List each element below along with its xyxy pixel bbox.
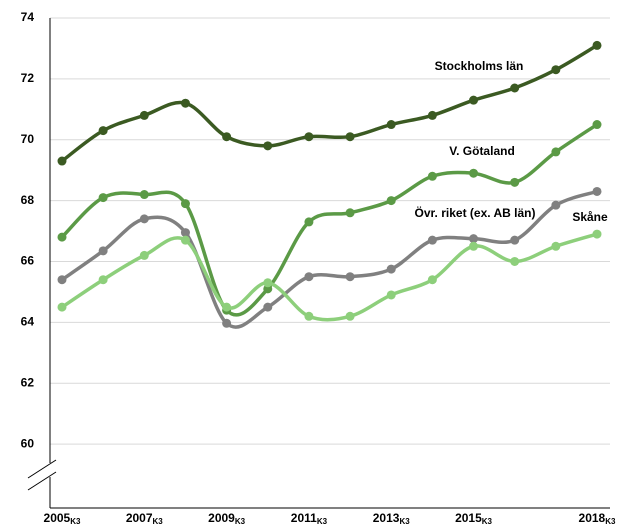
series-label: Stockholms län [435,59,524,73]
series-point [592,120,602,130]
x-tick-year: 2013 [373,511,400,525]
series-point [180,228,190,238]
series-point [139,190,149,200]
series-point [469,168,479,178]
series-point [263,302,273,312]
series-point [304,132,314,142]
series-point [592,229,602,239]
series-point [139,110,149,120]
y-tick-label: 66 [21,254,35,268]
series-point [222,132,232,142]
y-tick-label: 68 [21,193,35,207]
x-tick-subscript: K3 [153,517,164,526]
series-line [61,232,598,322]
x-tick-subscript: K3 [605,517,616,526]
x-tick-subscript: K3 [399,517,410,526]
series-point [551,241,561,251]
y-tick-label: 70 [21,132,35,146]
series-point [98,275,108,285]
series-point [592,186,602,196]
series-point [57,302,67,312]
series-point [304,311,314,321]
series-point [469,241,479,251]
series-point [98,193,108,203]
series-point [510,256,520,266]
x-tick-year: 2005 [44,511,71,525]
x-tick-subscript: K3 [235,517,246,526]
axis-break-gap [40,463,60,477]
x-tick-year: 2018 [579,511,606,525]
x-tick-label: 2013K3 [373,511,410,526]
series-point [469,234,479,244]
axis-break [27,471,57,491]
series-point [263,278,273,288]
series-point [304,272,314,282]
x-tick-label: 2011K3 [291,511,328,526]
series-point [222,318,232,328]
x-tick-year: 2011 [291,511,317,525]
series-point [139,214,149,224]
series-point [386,120,396,130]
series-point [180,235,190,245]
series-label: Skåne [572,210,608,224]
series-line [60,189,598,329]
series-point [345,272,355,282]
series-point [510,235,520,245]
series-point [386,264,396,274]
axis-break [27,459,57,479]
series-point [345,208,355,218]
series-point [180,98,190,108]
series-line [60,123,598,317]
series-point [551,200,561,210]
x-tick-subscript: K3 [317,517,328,526]
x-tick-label: 2005K3 [44,511,81,526]
series-point [98,126,108,136]
series-point [427,171,437,181]
series-point [139,250,149,260]
x-tick-subscript: K3 [482,517,493,526]
x-tick-label: 2018K3 [579,511,616,526]
series-point [427,235,437,245]
x-tick-label: 2009K3 [208,511,245,526]
x-tick-label: 2015K3 [455,511,492,526]
series-point [180,199,190,209]
y-tick-label: 62 [21,375,35,389]
y-tick-label: 72 [21,71,35,85]
x-tick-subscript: K3 [70,517,81,526]
x-tick-year: 2015 [455,511,482,525]
series-point [551,65,561,75]
series-point [263,141,273,151]
series-point [427,110,437,120]
series-point [386,196,396,206]
series-point [510,83,520,93]
y-tick-label: 64 [21,315,35,329]
series-point [345,311,355,321]
series-point [98,246,108,256]
series-point [57,275,67,285]
series-point [222,302,232,312]
x-tick-year: 2007 [126,511,153,525]
series-point [57,156,67,166]
x-tick-year: 2009 [208,511,235,525]
series-label: Övr. riket (ex. AB län) [415,205,536,220]
series-point [345,132,355,142]
x-tick-label: 2007K3 [126,511,163,526]
series-label: V. Götaland [449,144,515,158]
series-point [592,40,602,50]
y-tick-label: 74 [21,10,35,24]
series-point [427,275,437,285]
y-tick-label: 60 [21,436,35,450]
series-point [469,95,479,105]
series-point [510,177,520,187]
series-point [57,232,67,242]
series-point [304,217,314,227]
series-point [386,290,396,300]
series-point [551,147,561,157]
